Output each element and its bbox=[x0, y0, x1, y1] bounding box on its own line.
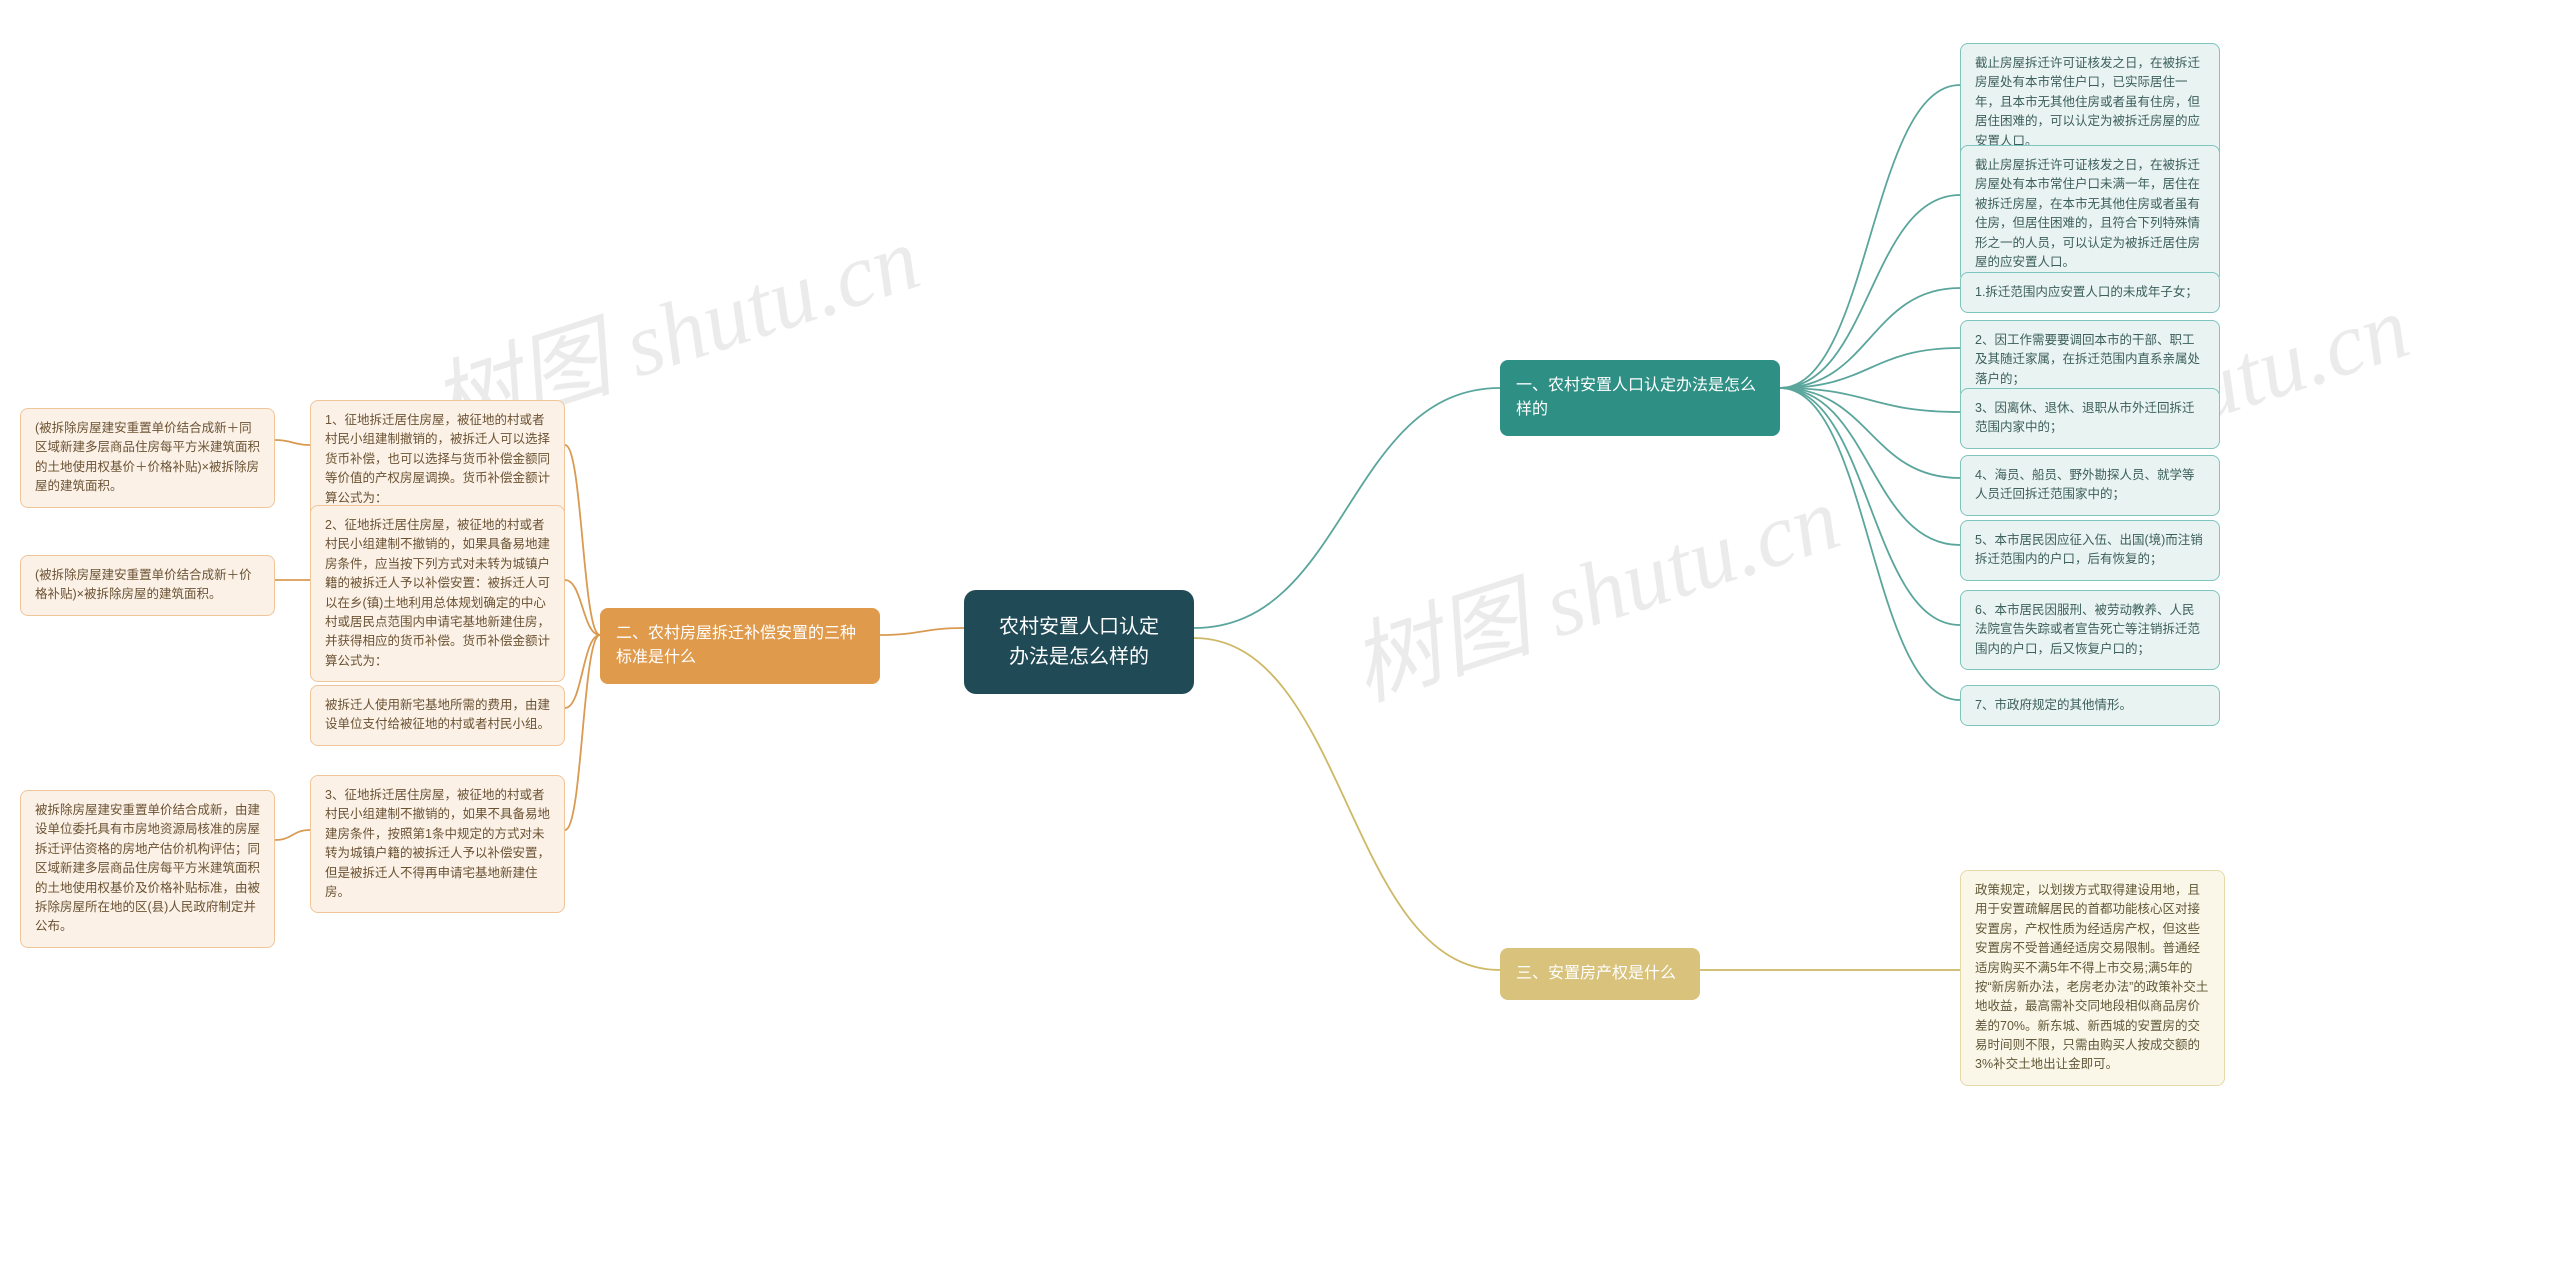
branch-3[interactable]: 三、安置房产权是什么 bbox=[1500, 948, 1700, 1000]
leaf-text: 被拆迁人使用新宅基地所需的费用，由建设单位支付给被征地的村或者村民小组。 bbox=[325, 698, 550, 731]
branch-2-left[interactable]: (被拆除房屋建安重置单价结合成新＋同区域新建多层商品住房每平方米建筑面积的土地使… bbox=[20, 408, 275, 508]
root-title: 农村安置人口认定办法是怎么样的 bbox=[999, 616, 1159, 668]
leaf-text: 1.拆迁范围内应安置人口的未成年子女； bbox=[1975, 285, 2198, 299]
branch-1-leaf[interactable]: 截止房屋拆迁许可证核发之日，在被拆迁房屋处有本市常住户口未满一年，居住在被拆迁房… bbox=[1960, 145, 2220, 283]
branch-2[interactable]: 二、农村房屋拆迁补偿安置的三种标准是什么 bbox=[600, 608, 880, 684]
leaf-text: 被拆除房屋建安重置单价结合成新，由建设单位委托具有市房地资源局核准的房屋拆迁评估… bbox=[35, 803, 260, 933]
branch-3-leaf[interactable]: 政策规定，以划拨方式取得建设用地，且用于安置疏解居民的首都功能核心区对接安置房，… bbox=[1960, 870, 2225, 1086]
branch-3-title: 三、安置房产权是什么 bbox=[1516, 965, 1676, 982]
branch-1-title: 一、农村安置人口认定办法是怎么样的 bbox=[1516, 377, 1756, 418]
leaf-text: 2、因工作需要要调回本市的干部、职工及其随迁家属，在拆迁范围内直系亲属处落户的； bbox=[1975, 333, 2200, 386]
branch-2-mid[interactable]: 1、征地拆迁居住房屋，被征地的村或者村民小组建制撤销的，被拆迁人可以选择货币补偿… bbox=[310, 400, 565, 519]
branch-2-mid[interactable]: 被拆迁人使用新宅基地所需的费用，由建设单位支付给被征地的村或者村民小组。 bbox=[310, 685, 565, 746]
branch-1-leaf[interactable]: 4、海员、船员、野外勘探人员、就学等人员迁回拆迁范围家中的； bbox=[1960, 455, 2220, 516]
leaf-text: 截止房屋拆迁许可证核发之日，在被拆迁房屋处有本市常住户口，已实际居住一年，且本市… bbox=[1975, 56, 2200, 148]
watermark: 树图 shutu.cn bbox=[1332, 445, 1852, 725]
leaf-text: 3、征地拆迁居住房屋，被征地的村或者村民小组建制不撤销的，如果不具备易地建房条件… bbox=[325, 788, 550, 899]
leaf-text: 5、本市居民因应征入伍、出国(境)而注销拆迁范围内的户口，后有恢复的； bbox=[1975, 533, 2203, 566]
branch-1-leaf[interactable]: 3、因离休、退休、退职从市外迁回拆迁范围内家中的； bbox=[1960, 388, 2220, 449]
leaf-text: 7、市政府规定的其他情形。 bbox=[1975, 698, 2132, 712]
branch-2-left[interactable]: (被拆除房屋建安重置单价结合成新＋价格补贴)×被拆除房屋的建筑面积。 bbox=[20, 555, 275, 616]
branch-2-mid[interactable]: 3、征地拆迁居住房屋，被征地的村或者村民小组建制不撤销的，如果不具备易地建房条件… bbox=[310, 775, 565, 913]
branch-2-title: 二、农村房屋拆迁补偿安置的三种标准是什么 bbox=[616, 625, 856, 666]
branch-2-mid[interactable]: 2、征地拆迁居住房屋，被征地的村或者村民小组建制不撤销的，如果具备易地建房条件，… bbox=[310, 505, 565, 682]
leaf-text: 截止房屋拆迁许可证核发之日，在被拆迁房屋处有本市常住户口未满一年，居住在被拆迁房… bbox=[1975, 158, 2200, 269]
branch-1-leaf[interactable]: 1.拆迁范围内应安置人口的未成年子女； bbox=[1960, 272, 2220, 313]
leaf-text: 政策规定，以划拨方式取得建设用地，且用于安置疏解居民的首都功能核心区对接安置房，… bbox=[1975, 883, 2208, 1071]
branch-1-leaf[interactable]: 7、市政府规定的其他情形。 bbox=[1960, 685, 2220, 726]
leaf-text: 3、因离休、退休、退职从市外迁回拆迁范围内家中的； bbox=[1975, 401, 2194, 434]
leaf-text: 1、征地拆迁居住房屋，被征地的村或者村民小组建制撤销的，被拆迁人可以选择货币补偿… bbox=[325, 413, 550, 505]
branch-2-left[interactable]: 被拆除房屋建安重置单价结合成新，由建设单位委托具有市房地资源局核准的房屋拆迁评估… bbox=[20, 790, 275, 948]
leaf-text: (被拆除房屋建安重置单价结合成新＋价格补贴)×被拆除房屋的建筑面积。 bbox=[35, 568, 252, 601]
leaf-text: (被拆除房屋建安重置单价结合成新＋同区域新建多层商品住房每平方米建筑面积的土地使… bbox=[35, 421, 260, 493]
leaf-text: 2、征地拆迁居住房屋，被征地的村或者村民小组建制不撤销的，如果具备易地建房条件，… bbox=[325, 518, 550, 668]
branch-1-leaf[interactable]: 6、本市居民因服刑、被劳动教养、人民法院宣告失踪或者宣告死亡等注销拆迁范围内的户… bbox=[1960, 590, 2220, 670]
leaf-text: 4、海员、船员、野外勘探人员、就学等人员迁回拆迁范围家中的； bbox=[1975, 468, 2194, 501]
branch-1[interactable]: 一、农村安置人口认定办法是怎么样的 bbox=[1500, 360, 1780, 436]
branch-1-leaf[interactable]: 5、本市居民因应征入伍、出国(境)而注销拆迁范围内的户口，后有恢复的； bbox=[1960, 520, 2220, 581]
root-node[interactable]: 农村安置人口认定办法是怎么样的 bbox=[964, 590, 1194, 694]
mindmap-canvas: 树图 shutu.cn 树图 shutu.cn shutu.cn 农村安置人口认… bbox=[0, 0, 2560, 1271]
leaf-text: 6、本市居民因服刑、被劳动教养、人民法院宣告失踪或者宣告死亡等注销拆迁范围内的户… bbox=[1975, 603, 2200, 656]
